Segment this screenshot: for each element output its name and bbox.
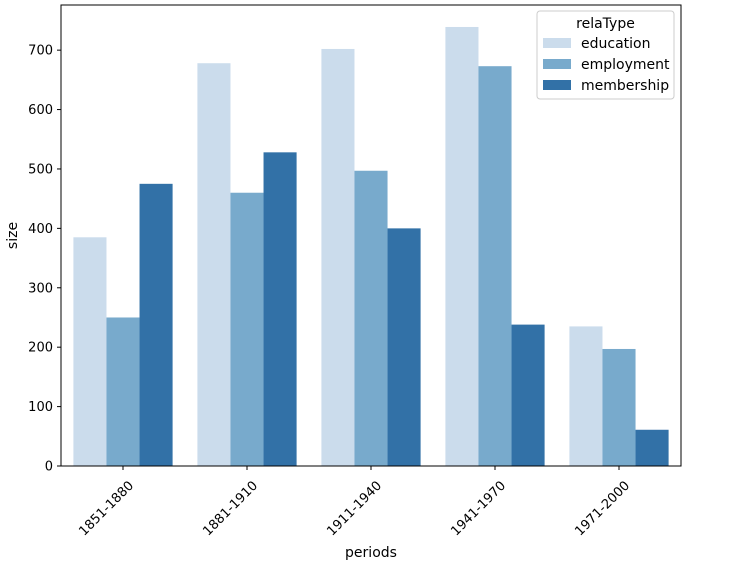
x-tick-label: 1971-2000	[572, 478, 633, 539]
bar-education-1971-2000	[569, 326, 603, 466]
legend-label-education: education	[581, 36, 650, 52]
x-tick-label: 1911-1940	[324, 478, 385, 539]
y-tick-label: 500	[28, 162, 53, 177]
bar-employment-1971-2000	[602, 348, 636, 466]
bar-employment-1851-1880	[106, 317, 140, 466]
y-tick-label: 400	[28, 222, 53, 237]
x-tick-label: 1851-1880	[76, 478, 137, 539]
bar-employment-1941-1970	[478, 66, 512, 466]
y-tick-label: 600	[28, 103, 53, 118]
bar-membership-1911-1940	[387, 228, 421, 466]
bar-employment-1911-1940	[354, 170, 388, 466]
bar-membership-1941-1970	[511, 324, 545, 466]
bar-employment-1881-1910	[230, 192, 264, 467]
bar-membership-1881-1910	[263, 152, 297, 466]
y-tick-label: 100	[28, 400, 53, 415]
bar-membership-1971-2000	[635, 429, 669, 466]
legend-label-employment: employment	[581, 57, 670, 73]
legend-items: education employment membership	[543, 36, 670, 94]
bar-education-1851-1880	[73, 237, 107, 466]
legend-label-membership: membership	[581, 78, 669, 94]
legend: relaType education employment membership	[536, 10, 675, 100]
x-axis-title: periods	[345, 545, 397, 561]
legend-box	[536, 10, 675, 100]
bars-layer	[73, 26, 669, 467]
y-tick-label: 700	[28, 44, 53, 59]
bar-membership-1851-1880	[139, 183, 173, 466]
legend-swatch-membership	[543, 80, 571, 90]
bar-education-1881-1910	[197, 63, 231, 466]
bar-education-1941-1970	[445, 26, 479, 466]
legend-swatch-employment	[543, 59, 571, 69]
y-tick-label: 200	[28, 341, 53, 356]
y-tick-label: 300	[28, 281, 53, 296]
y-axis-title: size	[5, 222, 21, 249]
y-tick-label: 0	[45, 460, 53, 475]
bar-education-1911-1940	[321, 48, 355, 467]
legend-title: relaType	[576, 16, 635, 32]
x-tick-label: 1881-1910	[200, 478, 261, 539]
x-tick-label: 1941-1970	[448, 478, 509, 539]
legend-swatch-education	[543, 38, 571, 48]
